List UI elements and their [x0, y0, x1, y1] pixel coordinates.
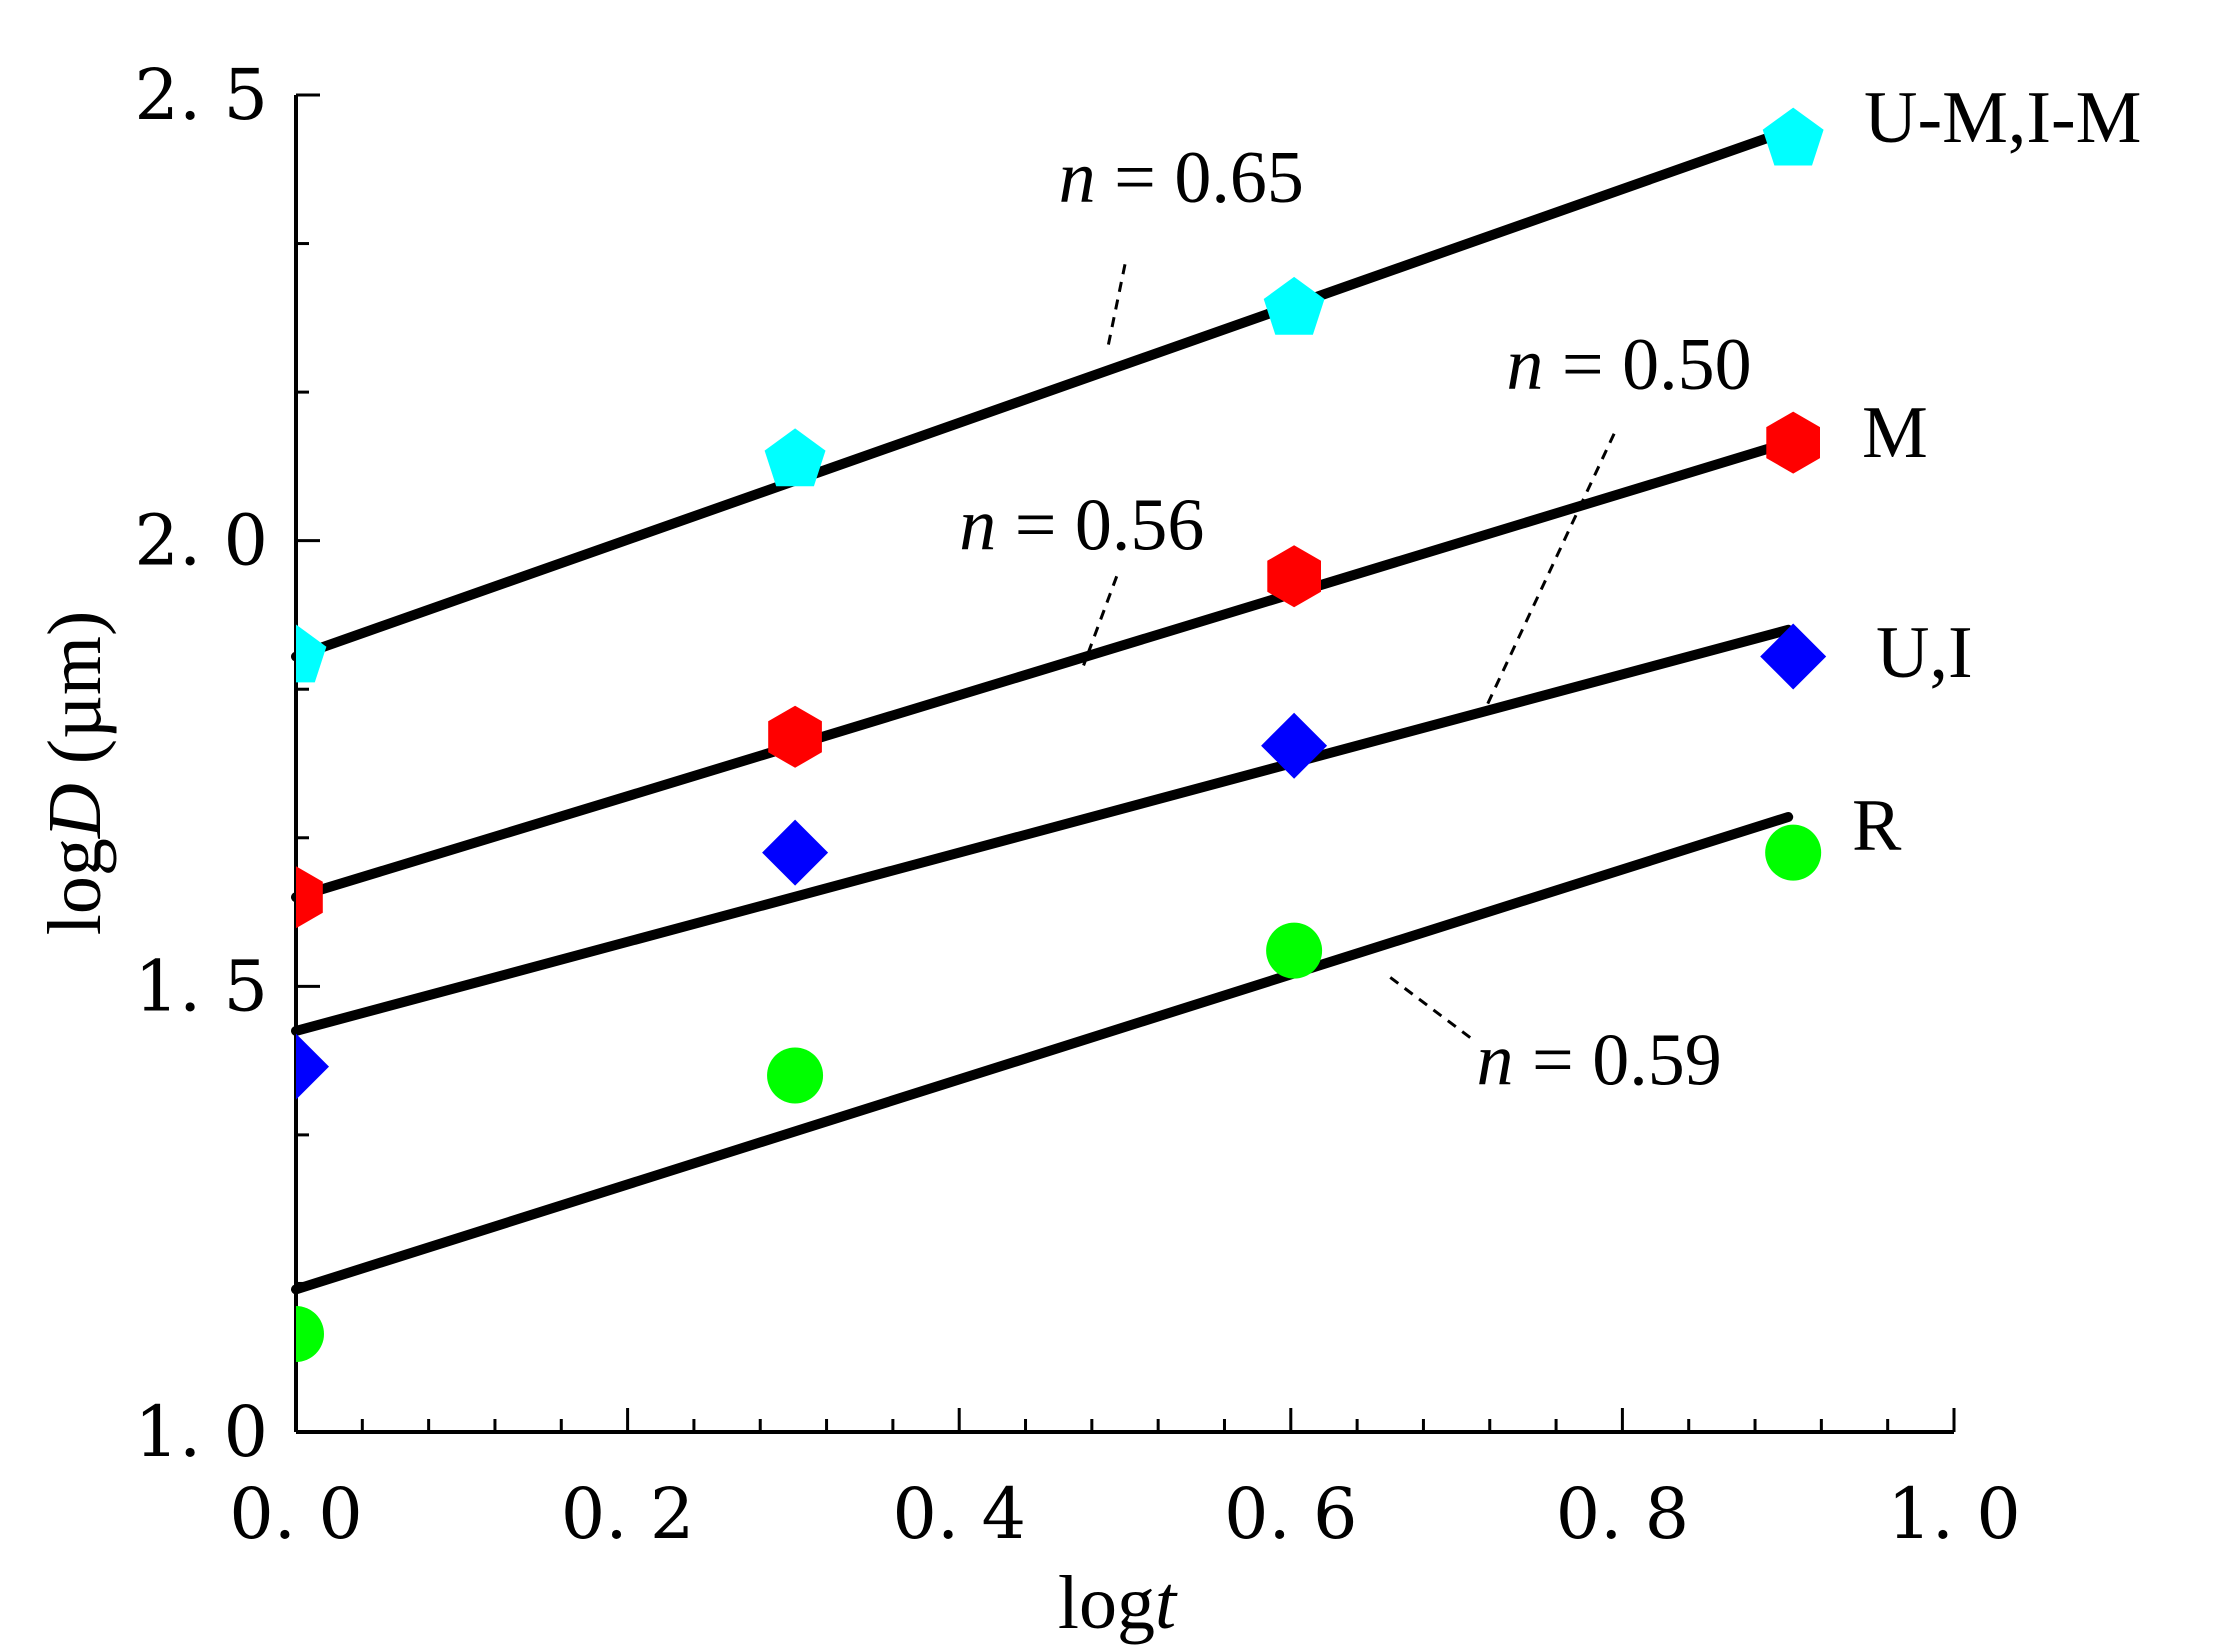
annotation-leader: [1483, 433, 1616, 711]
data-point: [764, 428, 826, 487]
slope-label: n = 0.56: [959, 485, 1204, 567]
annotation-leader: [1106, 264, 1127, 345]
slope-label: n = 0.65: [1059, 137, 1304, 219]
data-point: [296, 624, 327, 683]
slope-label-value: 0.65: [1174, 137, 1304, 219]
data-point: [1261, 712, 1328, 779]
y-tick-label: 2. 5: [134, 54, 268, 136]
slope-label-symbol: n: [1476, 1019, 1513, 1101]
slope-label-equals: =: [996, 485, 1075, 567]
x-tick-label: 0. 4: [892, 1473, 1026, 1555]
series-labels: U-M,I-M M U,I R: [1852, 77, 2141, 867]
x-tick-label: 0. 6: [1224, 1473, 1358, 1555]
data-point: [768, 705, 822, 768]
fit-line: [291, 811, 1794, 1295]
data-point: [1762, 107, 1824, 166]
slope-label: n = 0.50: [1506, 324, 1751, 406]
y-axis-label: logD (µm): [33, 611, 117, 936]
fit-line: [291, 125, 1794, 662]
y-tick-label: 1. 5: [134, 945, 268, 1027]
y-tick-label: 1. 0: [134, 1391, 268, 1473]
slope-label-equals: =: [1513, 1019, 1592, 1101]
annotation-leader: [1082, 575, 1119, 666]
slope-label: n = 0.59: [1476, 1019, 1721, 1101]
series-label: R: [1852, 785, 1902, 867]
data-point: [296, 1305, 324, 1362]
data-point: [1765, 824, 1822, 881]
series-label: U,I: [1876, 612, 1973, 694]
annotation-leader: [1389, 976, 1475, 1042]
slope-label-value: 0.59: [1592, 1019, 1722, 1101]
x-tick-label: 0. 0: [229, 1473, 363, 1555]
data-markers: [296, 107, 1827, 1362]
data-point: [767, 1047, 824, 1104]
x-tick-label: 0. 8: [1556, 1473, 1690, 1555]
x-axis-label: logt: [1058, 1561, 1178, 1645]
data-point: [296, 866, 323, 929]
slope-label-equals: =: [1096, 137, 1175, 219]
slope-label-symbol: n: [1506, 324, 1543, 406]
data-point: [1267, 545, 1321, 608]
slope-label-symbol: n: [959, 485, 996, 567]
data-point: [296, 1033, 329, 1100]
fit-line: [291, 437, 1794, 903]
data-point: [1760, 623, 1827, 690]
axis-titles: logt logD (µm): [33, 611, 1178, 1645]
slope-label-value: 0.50: [1622, 324, 1752, 406]
axes: 0. 0 0. 2 0. 4 0. 6 0. 8 1. 0 1. 0 1. 5 2. 0 2. 5: [134, 54, 2020, 1555]
slope-annotations: n = 0.65n = 0.56n = 0.50n = 0.59: [959, 137, 1751, 1101]
fit-lines: [291, 125, 1794, 1295]
data-point: [1266, 922, 1323, 979]
y-tick-label: 2. 0: [134, 500, 268, 582]
data-point: [1263, 276, 1325, 335]
x-tick-label: 0. 2: [561, 1473, 695, 1555]
data-point: [1766, 411, 1820, 474]
x-tick-label: 1. 0: [1887, 1473, 2021, 1555]
slope-label-value: 0.56: [1075, 485, 1205, 567]
series-label: U-M,I-M: [1864, 77, 2141, 159]
slope-label-symbol: n: [1059, 137, 1096, 219]
fit-line: [291, 624, 1794, 1036]
slope-label-equals: =: [1543, 324, 1622, 406]
series-label: M: [1862, 392, 1928, 474]
data-point: [762, 819, 829, 886]
